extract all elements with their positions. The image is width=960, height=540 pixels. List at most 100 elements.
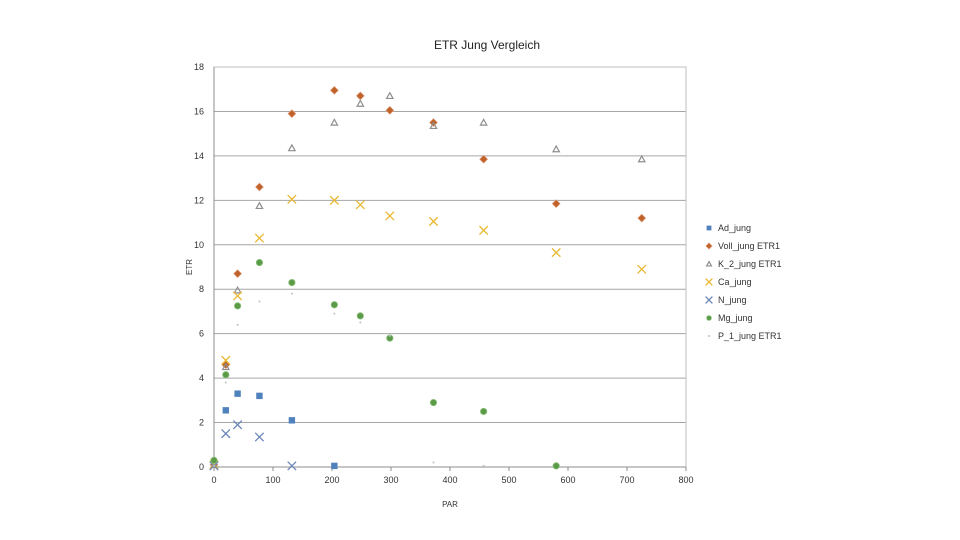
y-tick-label-10: 10 [194,240,204,250]
point-s5-10 [552,462,560,470]
point-s1-7 [385,105,395,115]
point-s4-1 [221,429,231,439]
y-tick-label-2: 2 [199,418,204,428]
point-s6-5 [333,312,336,315]
point-s6-6 [359,321,362,324]
y-tick-label-0: 0 [199,462,204,472]
point-s2-5 [330,118,339,126]
point-s2-2 [233,285,242,294]
point-s1-6 [355,91,365,101]
point-s1-10 [551,199,561,209]
point-s2-11 [637,154,646,163]
y-tick-label-4: 4 [199,373,204,383]
point-s3-4 [287,194,297,204]
x-tick-label-0: 0 [211,475,216,485]
point-s3-6 [355,200,365,210]
legend-label-1: Voll_jung ETR1 [718,241,780,251]
point-s2-4 [287,143,297,152]
plot-area-border [213,66,687,468]
point-s4-3 [254,432,265,442]
point-s6-8 [432,461,435,464]
point-s5-2 [234,302,242,310]
point-s2-7 [385,91,395,100]
point-s1-9 [479,154,489,164]
legend-marker-2 [705,260,713,267]
point-s2-10 [551,144,561,153]
x-tick-label-300: 300 [383,475,398,485]
x-tick-label-400: 400 [442,475,457,485]
legend-label-5: Mg_jung [718,313,753,323]
axes: 0 2 4 6 8 10 12 14 16 18 0 100 200 300 400 500 600 700 800 [194,62,694,485]
point-s1-5 [329,85,339,95]
x-tick-label-500: 500 [501,475,516,485]
point-s3-2 [232,291,243,301]
point-s6-2 [236,323,239,326]
series-2 [209,91,646,468]
point-s3-10 [551,247,561,258]
point-s5-0 [210,456,218,464]
series-6 [213,292,485,467]
legend-label-2: K_2_jung ETR1 [718,259,782,269]
chart-title: ETR Jung Vergleich [434,38,540,52]
point-s3-9 [478,225,489,235]
legend: Ad_jung Voll_jung ETR1 K_2_jung ETR1 Ca_jun… [705,223,782,341]
y-tick-label-18: 18 [194,62,204,72]
point-s2-3 [255,201,264,210]
point-s2-6 [356,99,365,107]
x-tick-label-800: 800 [678,475,693,485]
legend-marker-6 [708,335,710,337]
point-s5-4 [288,278,296,287]
series-5 [210,258,560,470]
point-s5-6 [356,312,364,320]
point-s3-8 [428,216,439,227]
point-s3-7 [385,211,395,221]
point-s1-3 [255,182,264,192]
point-s3-3 [254,233,265,243]
point-s5-1 [222,371,230,379]
point-s0-5 [331,462,338,470]
point-s3-1 [221,355,231,365]
point-s1-4 [287,109,297,119]
x-tick-label-700: 700 [619,475,634,485]
point-s1-2 [233,269,243,279]
point-s6-9 [482,464,485,467]
point-s6-1 [224,381,227,384]
legend-label-4: N_jung [718,295,747,305]
legend-marker-1 [705,242,713,250]
point-s3-11 [637,264,647,274]
legend-label-6: P_1_jung ETR1 [718,331,782,341]
point-s0-1 [222,407,229,414]
point-s0-3 [256,392,263,400]
legend-marker-4 [705,296,713,304]
legend-marker-5 [706,315,712,321]
x-tick-label-200: 200 [324,475,339,485]
point-s5-3 [255,258,264,267]
series-3 [209,194,647,470]
x-axis-title: PAR [442,500,458,509]
point-s6-4 [290,292,293,295]
y-tick-label-16: 16 [194,106,204,116]
y-tick-label-14: 14 [194,151,204,161]
data-series [209,85,647,471]
point-s4-2 [232,420,243,430]
y-axis-title: ETR [185,259,194,275]
point-s4-4 [287,461,297,471]
series-4 [209,420,297,471]
point-s2-9 [479,118,488,126]
point-s2-1 [221,362,231,371]
point-s5-9 [480,407,488,416]
point-s0-2 [234,390,241,397]
legend-marker-0 [706,225,712,231]
grid [214,66,686,468]
point-s5-8 [429,398,438,407]
legend-marker-3 [705,278,713,286]
point-s6-0 [213,464,215,467]
y-tick-label-8: 8 [199,284,204,294]
point-s0-4 [288,417,296,424]
point-s5-5 [330,301,338,309]
legend-label-0: Ad_jung [718,223,751,233]
point-s1-11 [637,213,647,223]
series-1 [209,85,647,470]
point-s2-8 [429,121,438,130]
